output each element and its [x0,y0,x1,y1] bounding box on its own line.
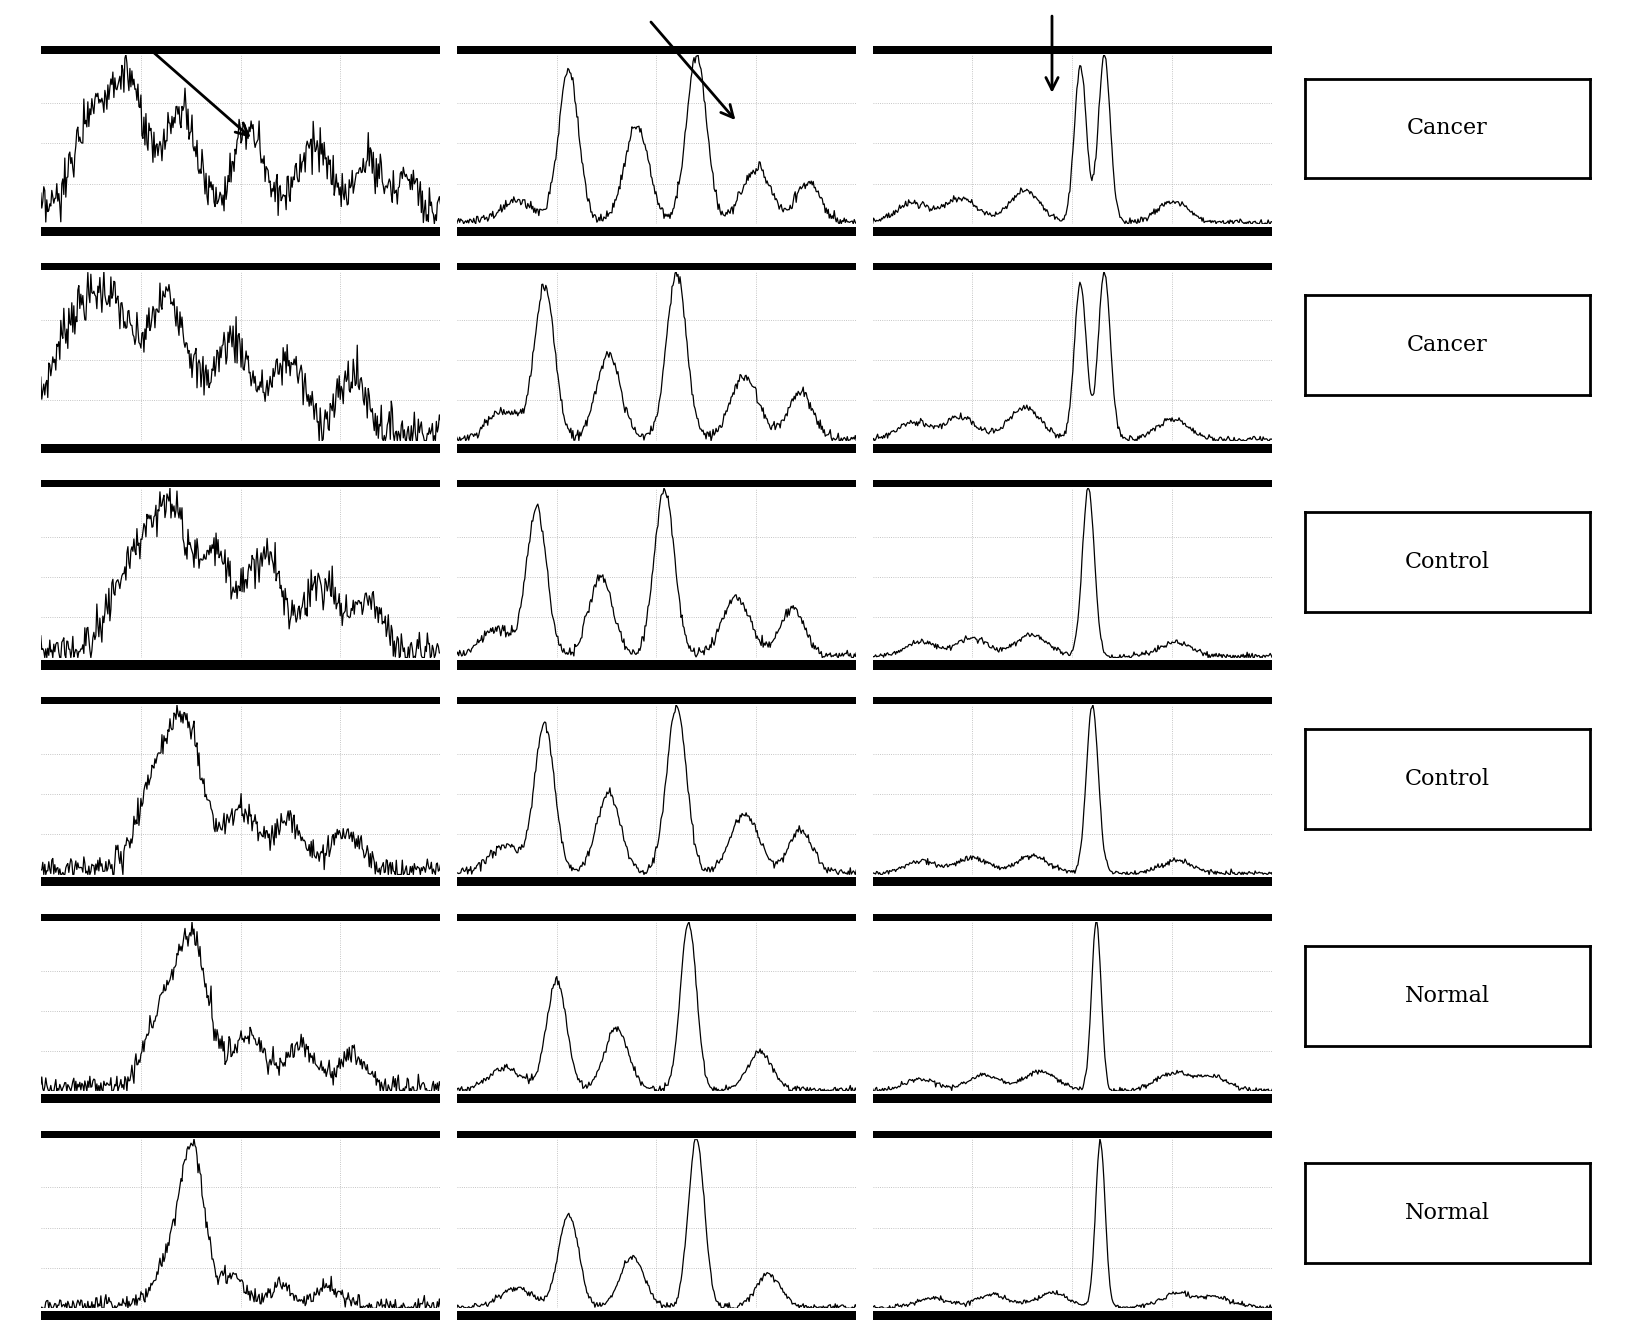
Text: Cancer: Cancer [1407,117,1487,139]
Text: Normal: Normal [1403,1202,1490,1224]
Text: Control: Control [1403,551,1490,574]
Text: Normal: Normal [1403,985,1490,1007]
Text: Control: Control [1403,768,1490,790]
Text: Cancer: Cancer [1407,335,1487,356]
